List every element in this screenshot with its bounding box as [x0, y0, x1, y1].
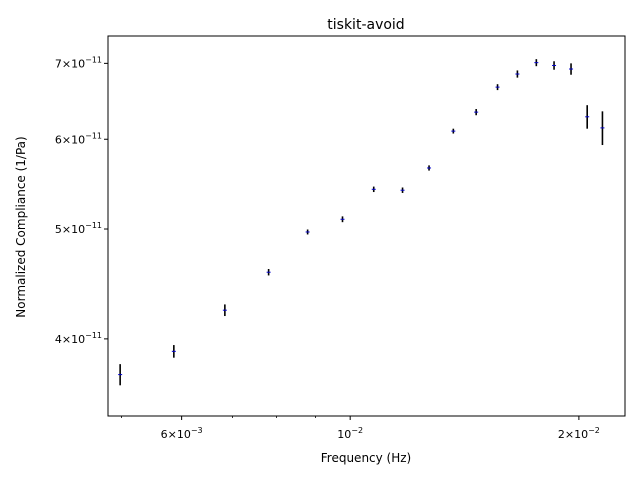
y-tick-label: 5×10−11: [55, 221, 102, 236]
plot-area: 6×10−3 10−2 2×10−2 4×10−11 5×10−11 6×10−11 7×1…: [55, 55, 605, 441]
x-tick-label: 10−2: [337, 426, 363, 441]
plot-frame: [107, 35, 626, 417]
y-tick-label: 7×10−11: [55, 55, 102, 70]
y-axis-label: Normalized Compliance (1/Pa): [14, 136, 28, 317]
x-tick-label: 2×10−2: [558, 426, 600, 441]
y-tick-label: 6×10−11: [55, 131, 102, 146]
y-tick-label: 4×10−11: [55, 331, 102, 346]
chart-title: tiskit-avoid: [327, 17, 404, 33]
x-axis-label: Frequency (Hz): [321, 451, 412, 465]
x-tick-label: 6×10−3: [161, 426, 203, 441]
